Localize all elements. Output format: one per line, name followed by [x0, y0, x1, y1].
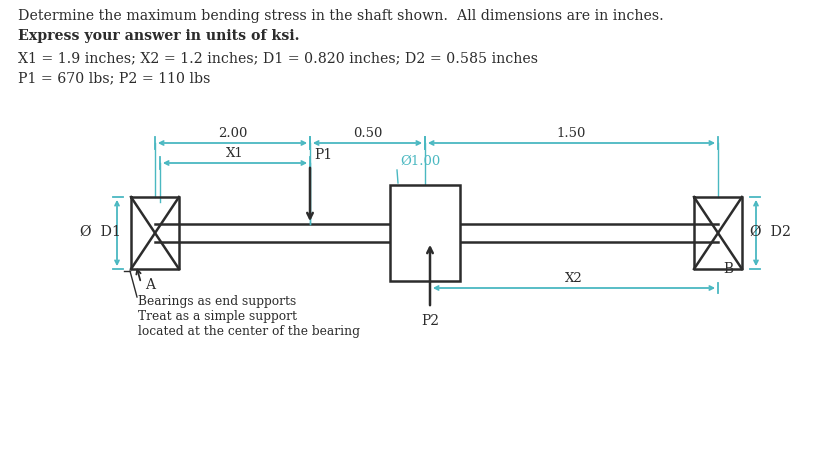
Text: X1: X1	[226, 147, 244, 160]
Text: Determine the maximum bending stress in the shaft shown.  All dimensions are in : Determine the maximum bending stress in …	[18, 9, 663, 23]
Text: Treat as a simple support: Treat as a simple support	[138, 309, 297, 322]
Bar	[390, 186, 460, 282]
Text: 2.00: 2.00	[218, 127, 247, 140]
Text: P1: P1	[314, 148, 332, 162]
Text: 0.50: 0.50	[353, 127, 382, 140]
Text: A: A	[145, 277, 155, 291]
Text: located at the center of the bearing: located at the center of the bearing	[138, 324, 360, 337]
Text: Bearings as end supports: Bearings as end supports	[138, 294, 296, 307]
Text: Ø  D1: Ø D1	[80, 225, 121, 238]
Text: Express your answer in units of ksi.: Express your answer in units of ksi.	[18, 29, 299, 43]
Text: 1.50: 1.50	[557, 127, 587, 140]
Text: X2: X2	[565, 271, 583, 284]
Text: B: B	[723, 262, 733, 275]
Text: P1 = 670 lbs; P2 = 110 lbs: P1 = 670 lbs; P2 = 110 lbs	[18, 71, 210, 85]
Text: Ø1.00: Ø1.00	[400, 155, 440, 168]
Text: Ø  D2: Ø D2	[750, 225, 791, 238]
Text: X1 = 1.9 inches; X2 = 1.2 inches; D1 = 0.820 inches; D2 = 0.585 inches: X1 = 1.9 inches; X2 = 1.2 inches; D1 = 0…	[18, 51, 538, 65]
Text: P2: P2	[421, 313, 439, 327]
